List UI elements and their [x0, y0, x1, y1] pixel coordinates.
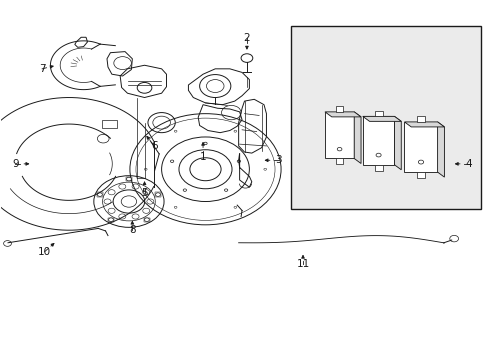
- Circle shape: [337, 148, 341, 151]
- Bar: [155, 193, 161, 197]
- Circle shape: [108, 218, 113, 221]
- Polygon shape: [416, 116, 424, 122]
- Bar: [102, 120, 117, 129]
- Circle shape: [418, 160, 423, 164]
- Polygon shape: [335, 106, 343, 112]
- Bar: [108, 217, 114, 222]
- Polygon shape: [353, 112, 360, 163]
- Polygon shape: [404, 122, 437, 172]
- Polygon shape: [374, 111, 382, 116]
- Text: 5: 5: [141, 188, 147, 198]
- Circle shape: [126, 177, 131, 181]
- Polygon shape: [404, 122, 444, 127]
- Polygon shape: [325, 112, 360, 117]
- Text: 1: 1: [199, 152, 206, 162]
- Polygon shape: [362, 116, 394, 165]
- Text: 3: 3: [275, 155, 282, 165]
- Polygon shape: [325, 112, 353, 158]
- Text: 11: 11: [296, 259, 309, 269]
- Bar: [290, 26, 480, 209]
- Bar: [126, 177, 132, 181]
- Text: 8: 8: [129, 225, 135, 235]
- Text: 4: 4: [465, 159, 471, 169]
- Text: 10: 10: [38, 247, 51, 257]
- Polygon shape: [374, 165, 382, 171]
- Text: 2: 2: [243, 33, 250, 43]
- Text: 9: 9: [12, 159, 19, 169]
- Circle shape: [97, 193, 102, 197]
- Bar: [97, 193, 102, 197]
- Bar: [143, 217, 149, 222]
- Text: 6: 6: [151, 141, 157, 151]
- Text: 7: 7: [39, 64, 45, 74]
- Circle shape: [375, 153, 380, 157]
- Polygon shape: [362, 116, 401, 121]
- Polygon shape: [416, 172, 424, 178]
- Polygon shape: [335, 158, 343, 164]
- Polygon shape: [437, 122, 444, 177]
- Circle shape: [155, 193, 160, 197]
- Polygon shape: [394, 116, 401, 170]
- Circle shape: [144, 218, 149, 221]
